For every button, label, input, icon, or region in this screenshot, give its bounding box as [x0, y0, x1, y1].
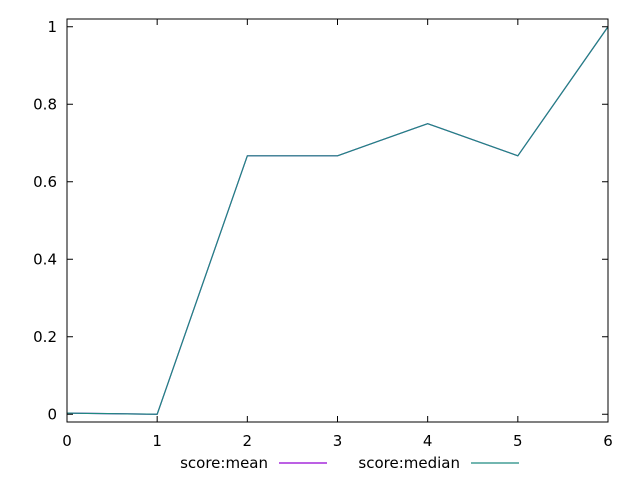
- plot-frame: [66, 18, 609, 423]
- legend-label: score:median: [358, 454, 460, 472]
- x-tick-label: 0: [62, 432, 72, 450]
- legend-label: score:mean: [180, 454, 268, 472]
- x-tick-label: 5: [513, 432, 523, 450]
- legend-entry: score:mean: [180, 454, 327, 472]
- axes-layer: 0 0.2 0.4 0.6 0.8 1 0 1 2 3 4 5 6: [33, 18, 613, 450]
- series-line-score-median: [66, 26, 609, 415]
- y-tick-label: 0.6: [33, 173, 57, 191]
- series-line-score-mean: [66, 26, 609, 415]
- x-tick-label: 3: [333, 432, 343, 450]
- x-tick-label: 6: [603, 432, 613, 450]
- y-tick-label: 0: [47, 405, 57, 423]
- series-layer: [66, 26, 609, 415]
- x-tick-label: 2: [243, 432, 253, 450]
- y-tick-label: 0.2: [33, 328, 57, 346]
- legend: score:mean score:median: [180, 454, 519, 472]
- y-tick-label: 0.4: [33, 250, 57, 268]
- legend-entry: score:median: [358, 454, 519, 472]
- y-tick-label: 0.8: [33, 95, 57, 113]
- x-tick-label: 4: [423, 432, 433, 450]
- y-tick-label: 1: [47, 18, 57, 36]
- x-tick-label: 1: [152, 432, 162, 450]
